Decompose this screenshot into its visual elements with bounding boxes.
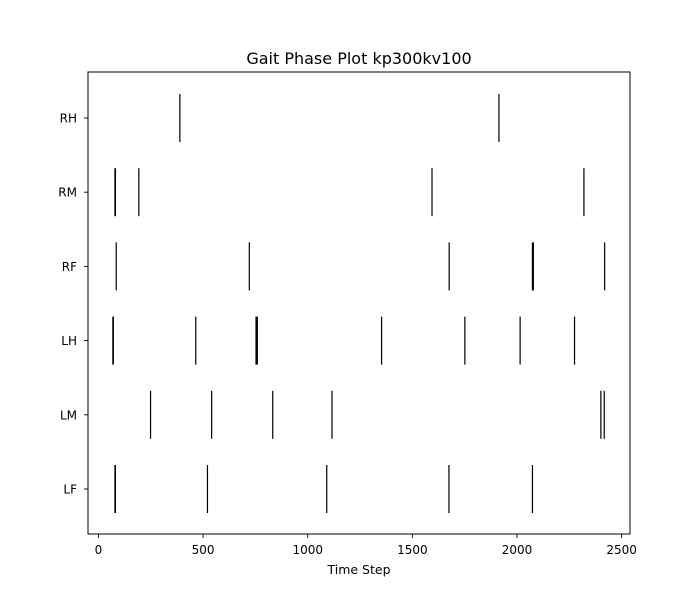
x-tick-label: 0: [95, 543, 103, 557]
event-bar-lm-2: [211, 390, 213, 439]
plot-frame: [87, 71, 631, 535]
event-bar-rf-1: [115, 242, 117, 291]
event-bar-rf-5: [604, 242, 606, 291]
event-bar-lm-1: [149, 390, 152, 439]
y-tick-label-lh: LH: [61, 334, 77, 348]
event-bar-lm-5: [600, 390, 602, 439]
event-bar-rm-1: [114, 168, 117, 217]
event-bar-rh-2: [498, 94, 500, 142]
event-bar-rh-1: [179, 94, 181, 142]
event-bar-lf-2: [206, 465, 209, 513]
y-axis: LF LM LH RF RM RH: [58, 112, 88, 497]
event-bar-rm-2: [138, 168, 140, 217]
event-bar-rf-3: [448, 242, 450, 291]
event-bar-lf-5: [531, 465, 534, 513]
event-bar-lf-4: [448, 465, 450, 513]
event-bar-lh-2: [195, 316, 197, 365]
event-marks: [112, 94, 606, 513]
x-tick-label: 1500: [397, 543, 428, 557]
x-tick-label: 2000: [502, 543, 533, 557]
event-bar-lf-3: [326, 465, 328, 513]
event-bar-lh-6: [519, 316, 521, 365]
event-bar-lh-1: [112, 316, 114, 365]
event-bar-lm-4: [331, 390, 333, 439]
y-tick-label-rh: RH: [60, 112, 77, 126]
x-tick-label: 500: [192, 543, 215, 557]
event-bar-rm-3: [431, 168, 433, 217]
x-axis-label: Time Step: [326, 562, 390, 577]
event-bar-lh-5: [464, 316, 466, 365]
event-bar-lm-3: [272, 390, 274, 439]
event-bar-lh-3: [255, 316, 258, 365]
x-tick-label: 2500: [606, 543, 637, 557]
event-bar-lh-7: [573, 316, 576, 365]
y-tick-label-lm: LM: [60, 408, 77, 422]
event-bar-rf-4: [531, 242, 534, 291]
y-tick-label-lf: LF: [63, 483, 77, 497]
x-tick-label: 1000: [292, 543, 323, 557]
y-tick-label-rm: RM: [58, 186, 77, 200]
chart-title: Gait Phase Plot kp300kv100: [246, 49, 471, 68]
y-tick-label-rf: RF: [62, 260, 77, 274]
x-axis: 0 500 1000 1500 2000 2500: [95, 534, 637, 557]
event-bar-lm-6: [603, 390, 605, 439]
event-bar-rm-4: [583, 168, 585, 217]
event-bar-rf-2: [248, 242, 250, 291]
event-bar-lf-1: [114, 465, 117, 513]
event-bar-lh-4: [380, 316, 383, 365]
